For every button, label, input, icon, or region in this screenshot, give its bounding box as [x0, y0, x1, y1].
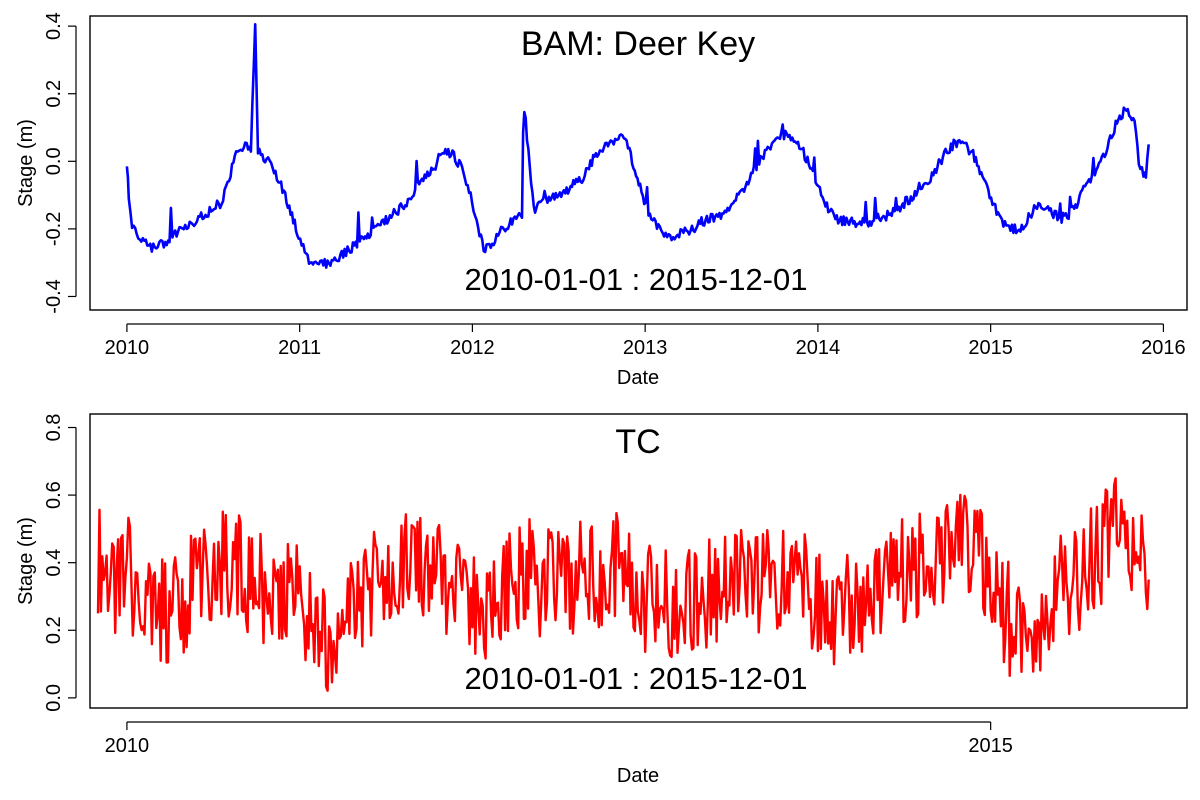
stage-line-red	[96, 477, 1150, 692]
x-axis-title: Date	[617, 367, 659, 389]
line-series	[125, 23, 1150, 269]
x-tick-label: 2015	[968, 735, 1013, 757]
chart-title: BAM: Deer Key	[521, 25, 755, 63]
date-range-annotation: 2010-01-01 : 2015-12-01	[465, 661, 808, 696]
x-tick-label: 2011	[278, 337, 321, 359]
plot-frame	[89, 15, 1188, 311]
chart-panel-tc: TC 2010-01-01 : 2015-12-01 0.00.20.40.60…	[15, 413, 1188, 787]
line-series	[96, 477, 1150, 692]
y-tick-label: -0.4	[43, 279, 65, 313]
y-tick-label: 0.2	[43, 80, 65, 108]
y-tick-label: 0.2	[43, 616, 65, 644]
x-axis: 2010 2011 2012 2013 2014 2015 2016	[105, 323, 1186, 359]
plot-frame	[89, 413, 1188, 709]
x-tick-label: 2013	[623, 337, 668, 359]
y-axis-title: Stage (m)	[15, 119, 37, 207]
x-tick-label: 2014	[796, 337, 841, 359]
chart-title: TC	[615, 423, 660, 461]
x-tick-label: 2016	[1141, 337, 1186, 359]
x-tick-label: 2010	[105, 337, 150, 359]
y-axis-title: Stage (m)	[15, 517, 37, 605]
y-tick-label: 0.4	[43, 12, 65, 40]
stage-line-blue	[125, 23, 1150, 269]
x-tick-label: 2010	[105, 735, 150, 757]
y-tick-label: 0.0	[43, 684, 65, 712]
y-axis: -0.4 -0.2 0.0 0.2 0.4	[43, 12, 77, 314]
x-tick-label: 2015	[968, 337, 1013, 359]
y-tick-label: 0.8	[43, 414, 65, 442]
x-tick-label: 2012	[450, 337, 495, 359]
y-tick-label: 0.0	[43, 147, 65, 175]
y-axis: 0.0 0.2 0.4 0.6 0.8	[43, 414, 77, 712]
date-range-annotation: 2010-01-01 : 2015-12-01	[465, 262, 808, 297]
x-axis: 2010 2015	[105, 721, 1013, 757]
x-axis-title: Date	[617, 765, 659, 787]
y-tick-label: 0.4	[43, 549, 65, 577]
y-tick-label: -0.2	[43, 212, 65, 246]
chart-panel-bam-deer-key: BAM: Deer Key 2010-01-01 : 2015-12-01 -0…	[15, 12, 1188, 389]
y-tick-label: 0.6	[43, 481, 65, 509]
